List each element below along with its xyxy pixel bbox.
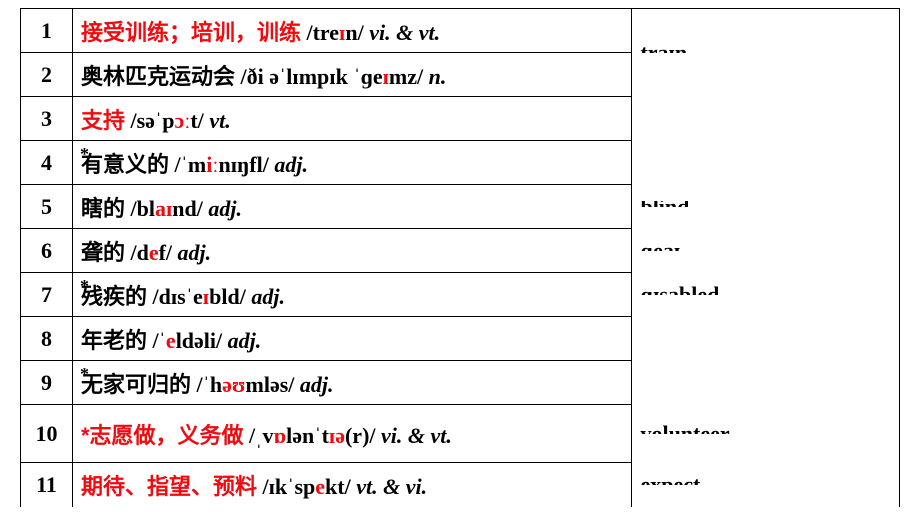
answer-mask xyxy=(632,361,899,422)
row-number: 3 xyxy=(21,97,73,141)
part-of-speech: adj. xyxy=(274,152,308,177)
part-of-speech: vi. & vt. xyxy=(381,423,452,448)
table-row: 1接受训练；培训，训练 /treɪn/ vi. & vt.traɪn xyxy=(21,9,900,53)
ipa: /blaɪnd/ xyxy=(130,196,202,221)
ipa: /ˈmiːnɪŋfl/ xyxy=(174,152,268,177)
chinese-term: 有意义的 xyxy=(81,152,169,177)
ipa: /dɪsˈeɪbld/ xyxy=(152,284,245,309)
part-of-speech: adj. xyxy=(251,284,285,309)
definition-cell: 有意义的 /ˈmiːnɪŋfl/ adj. xyxy=(72,141,632,185)
definition-cell: 无家可归的 /ˈhəʊmləs/ adj. xyxy=(72,361,632,405)
chinese-term: 支持 xyxy=(81,108,125,133)
row-number: 11 xyxy=(21,463,73,507)
row-number: 6 xyxy=(21,229,73,273)
part-of-speech: adj. xyxy=(208,196,242,221)
ipa: /ˈhəʊmləs/ xyxy=(196,372,294,397)
answer-mask xyxy=(632,485,899,515)
chinese-term: 接受训练；培训，训练 xyxy=(81,20,301,45)
english-word-cell: traɪn xyxy=(632,9,900,97)
chinese-term: 年老的 xyxy=(81,328,147,353)
row-number: 1 xyxy=(21,9,73,53)
definition-cell: 聋的 /def/ adj. xyxy=(72,229,632,273)
part-of-speech: vt. xyxy=(209,108,230,133)
row-number: 5 xyxy=(21,185,73,229)
answer-mask xyxy=(632,53,899,114)
answer-mask xyxy=(632,207,899,237)
row-number: 9 xyxy=(21,361,73,405)
part-of-speech: vi. & vt. xyxy=(369,20,440,45)
vocab-table-container: 1接受训练；培训，训练 /treɪn/ vi. & vt.traɪn2奥林匹克运… xyxy=(0,0,920,507)
answer-mask xyxy=(632,141,899,202)
answer-mask xyxy=(632,434,899,474)
row-number: 4 xyxy=(21,141,73,185)
chinese-term: 瞎的 xyxy=(81,196,125,221)
definition-cell: 奥林匹克运动会 /ði əˈlɪmpɪk ˈɡeɪmz/ n. xyxy=(72,53,632,97)
answer-mask xyxy=(632,295,899,325)
row-number: 7 xyxy=(21,273,73,317)
ipa: /treɪn/ xyxy=(306,20,363,45)
answer-mask xyxy=(632,251,899,281)
ipa: /səˈpɔːt/ xyxy=(130,108,203,133)
definition-cell: 支持 /səˈpɔːt/ vt. xyxy=(72,97,632,141)
part-of-speech: adj. xyxy=(228,328,262,353)
ipa: /ɪkˈspekt/ xyxy=(262,474,350,499)
ipa: /def/ xyxy=(130,240,172,265)
ipa: /ˈeldəli/ xyxy=(152,328,222,353)
part-of-speech: vt. & vi. xyxy=(356,474,427,499)
english-word-cell xyxy=(632,317,900,405)
ipa: /ði əˈlɪmpɪk ˈɡeɪmz/ xyxy=(240,64,423,89)
chinese-term: 无家可归的 xyxy=(81,372,191,397)
definition-cell: 年老的 /ˈeldəli/ adj. xyxy=(72,317,632,361)
row-number: 8 xyxy=(21,317,73,361)
row-number: 10 xyxy=(21,405,73,463)
definition-cell: 期待、指望、预料 /ɪkˈspekt/ vt. & vi. xyxy=(72,463,632,507)
chinese-term: 奥林匹克运动会 xyxy=(81,64,235,89)
part-of-speech: adj. xyxy=(300,372,334,397)
chinese-term: 聋的 xyxy=(81,240,125,265)
row-number: 2 xyxy=(21,53,73,97)
definition-cell: 接受训练；培训，训练 /treɪn/ vi. & vt. xyxy=(72,9,632,53)
definition-cell: 残疾的 /dɪsˈeɪbld/ adj. xyxy=(72,273,632,317)
ipa: /ˌvɒlənˈtɪə(r)/ xyxy=(249,423,376,448)
chinese-term: 期待、指望、预料 xyxy=(81,474,257,499)
definition-cell: 瞎的 /blaɪnd/ adj. xyxy=(72,185,632,229)
vocab-table: 1接受训练；培训，训练 /treɪn/ vi. & vt.traɪn2奥林匹克运… xyxy=(20,8,900,507)
part-of-speech: adj. xyxy=(178,240,212,265)
part-of-speech: n. xyxy=(429,64,447,89)
definition-cell: *志愿做，义务做 /ˌvɒlənˈtɪə(r)/ vi. & vt. xyxy=(72,405,632,463)
chinese-term: 残疾的 xyxy=(81,284,147,309)
chinese-term: *志愿做，义务做 xyxy=(81,423,244,448)
